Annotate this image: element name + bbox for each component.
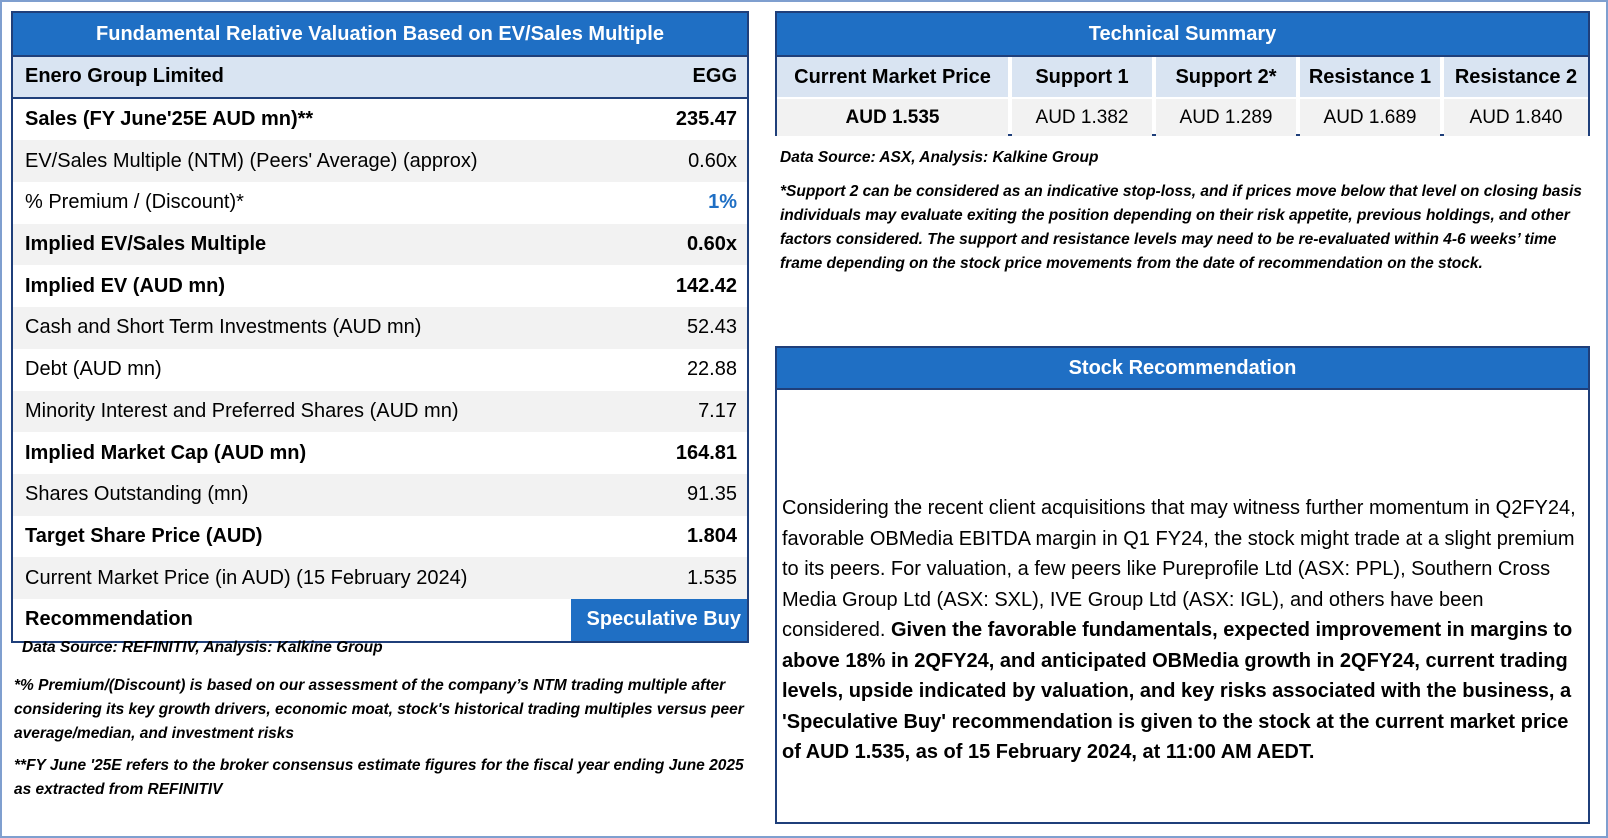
table-row: Debt (AUD mn) 22.88 — [13, 348, 747, 391]
tech-column-support2: Support 2* AUD 1.289 — [1156, 57, 1296, 136]
recommendation-title: Stock Recommendation — [777, 348, 1588, 390]
tech-column-support1: Support 1 AUD 1.382 — [1012, 57, 1152, 136]
row-label: % Premium / (Discount)* — [25, 191, 244, 214]
valuation-title: Fundamental Relative Valuation Based on … — [13, 13, 747, 57]
valuation-notes: Data Source: REFINITIV, Analysis: Kalkin… — [14, 636, 744, 802]
technical-title: Technical Summary — [777, 13, 1588, 57]
row-value: 91.35 — [686, 483, 737, 506]
row-value: 142.42 — [675, 274, 737, 297]
company-ticker: EGG — [692, 65, 737, 88]
recommendation-text-normal: Considering the recent client acquisitio… — [782, 497, 1576, 641]
company-name: Enero Group Limited — [25, 65, 224, 88]
premium-footnote: *% Premium/(Discount) is based on our as… — [14, 677, 744, 742]
row-value: 52.43 — [686, 316, 737, 339]
table-row: Cash and Short Term Investments (AUD mn)… — [13, 307, 747, 349]
table-row: Implied EV (AUD mn) 142.42 — [13, 265, 747, 308]
fy-footnote: **FY June '25E refers to the broker cons… — [14, 757, 744, 798]
tech-header-cell: Support 2* — [1156, 57, 1296, 97]
technical-notes: Data Source: ASX, Analysis: Kalkine Grou… — [780, 146, 1600, 276]
row-label: Target Share Price (AUD) — [25, 524, 263, 547]
row-label: Minority Interest and Preferred Shares (… — [25, 399, 459, 422]
row-value: 235.47 — [675, 108, 737, 131]
row-label: Implied Market Cap (AUD mn) — [25, 441, 307, 464]
recommendation-row: Recommendation Speculative Buy — [13, 598, 747, 641]
valuation-source: Data Source: REFINITIV, Analysis: Kalkin… — [22, 639, 383, 656]
row-label: Sales (FY June'25E AUD mn)** — [25, 108, 314, 131]
row-label: Shares Outstanding (mn) — [25, 483, 249, 506]
tech-value-cell: AUD 1.382 — [1012, 99, 1152, 136]
row-value: 0.60x — [686, 233, 737, 256]
technical-grid: Current Market Price AUD 1.535 Support 1… — [777, 57, 1588, 136]
tech-value-cell: AUD 1.689 — [1300, 99, 1440, 136]
recommendation-text: Considering the recent client acquisitio… — [782, 493, 1580, 768]
tech-header-cell: Support 1 — [1012, 57, 1152, 97]
tech-value-cell: AUD 1.535 — [777, 99, 1008, 136]
tech-header-cell: Current Market Price — [777, 57, 1008, 97]
row-value: 164.81 — [675, 441, 737, 464]
table-row: EV/Sales Multiple (NTM) (Peers' Average)… — [13, 140, 747, 183]
tech-header-cell: Resistance 2 — [1444, 57, 1588, 97]
row-label: Cash and Short Term Investments (AUD mn) — [25, 316, 422, 339]
tech-header-cell: Resistance 1 — [1300, 57, 1440, 97]
row-label: Debt (AUD mn) — [25, 358, 162, 381]
tech-value-cell: AUD 1.289 — [1156, 99, 1296, 136]
row-value: 1.535 — [686, 566, 737, 589]
tech-value-cell: AUD 1.840 — [1444, 99, 1588, 136]
table-row: Target Share Price (AUD) 1.804 — [13, 515, 747, 558]
technical-source: Data Source: ASX, Analysis: Kalkine Grou… — [780, 149, 1099, 166]
row-value: 1.804 — [686, 524, 737, 547]
table-row: Shares Outstanding (mn) 91.35 — [13, 473, 747, 516]
tech-column-resistance1: Resistance 1 AUD 1.689 — [1300, 57, 1440, 136]
row-label: Current Market Price (in AUD) (15 Februa… — [25, 566, 468, 589]
row-label: Implied EV/Sales Multiple — [25, 233, 267, 256]
row-label: Implied EV (AUD mn) — [25, 274, 226, 297]
recommendation-badge: Speculative Buy — [571, 598, 747, 641]
table-row: Current Market Price (in AUD) (15 Februa… — [13, 557, 747, 599]
row-value: 1% — [708, 191, 737, 214]
table-row: Sales (FY June'25E AUD mn)** 235.47 — [13, 98, 747, 141]
row-label: EV/Sales Multiple (NTM) (Peers' Average)… — [25, 149, 478, 172]
row-value: 0.60x — [688, 149, 737, 172]
table-row: Implied Market Cap (AUD mn) 164.81 — [13, 432, 747, 474]
table-row: % Premium / (Discount)* 1% — [13, 182, 747, 224]
technical-summary-table: Technical Summary Current Market Price A… — [775, 11, 1590, 136]
tech-column-resistance2: Resistance 2 AUD 1.840 — [1444, 57, 1588, 136]
stock-recommendation-box: Stock Recommendation Considering the rec… — [775, 346, 1590, 824]
table-row: Minority Interest and Preferred Shares (… — [13, 390, 747, 433]
support-footnote: *Support 2 can be considered as an indic… — [780, 183, 1582, 272]
row-value: 22.88 — [686, 358, 737, 381]
table-row: Implied EV/Sales Multiple 0.60x — [13, 223, 747, 266]
recommendation-label: Recommendation — [25, 608, 193, 631]
tech-column-cmp: Current Market Price AUD 1.535 — [777, 57, 1008, 136]
recommendation-text-bold: Given the favorable fundamentals, expect… — [782, 619, 1573, 763]
valuation-table: Fundamental Relative Valuation Based on … — [11, 11, 749, 643]
row-value: 7.17 — [698, 399, 737, 422]
company-row: Enero Group Limited EGG — [13, 57, 747, 99]
